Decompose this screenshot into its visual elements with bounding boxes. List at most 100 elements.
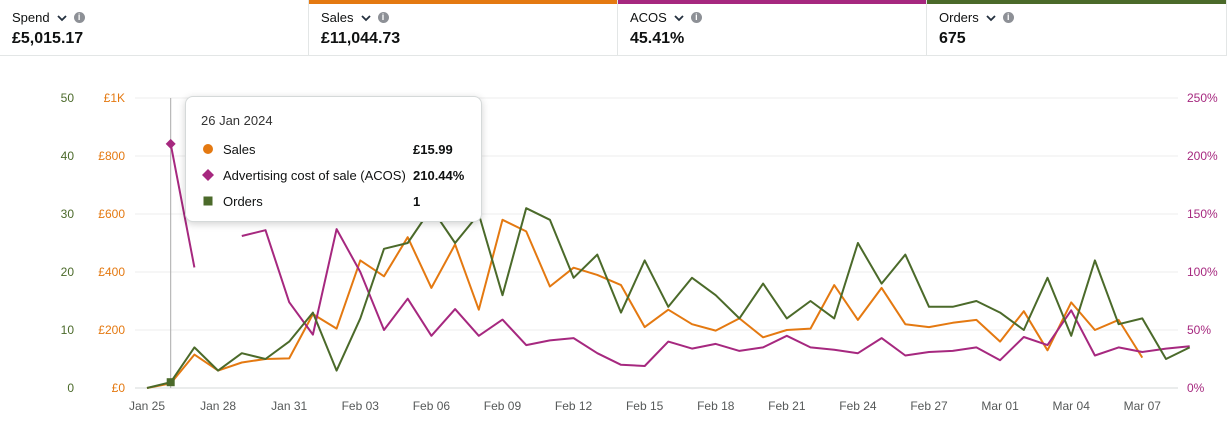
data-point-sales[interactable]: [808, 326, 814, 332]
data-point-orders[interactable]: [618, 310, 624, 316]
data-point-orders[interactable]: [973, 298, 979, 304]
data-point-orders[interactable]: [808, 298, 814, 304]
data-point-orders[interactable]: [665, 304, 671, 310]
data-point-sales[interactable]: [760, 334, 766, 340]
data-point-orders[interactable]: [547, 217, 553, 223]
data-point-sales[interactable]: [571, 265, 577, 271]
chevron-down-icon[interactable]: [984, 11, 998, 25]
data-point-acos[interactable]: [428, 333, 434, 339]
data-point-sales[interactable]: [902, 321, 908, 327]
data-point-acos[interactable]: [665, 339, 671, 345]
data-point-orders[interactable]: [310, 310, 316, 316]
data-point-acos[interactable]: [784, 333, 790, 339]
chevron-down-icon[interactable]: [359, 11, 373, 25]
data-point-acos[interactable]: [262, 227, 268, 233]
data-point-orders[interactable]: [334, 368, 340, 374]
data-point-sales[interactable]: [191, 352, 197, 358]
data-point-sales[interactable]: [357, 257, 363, 263]
data-point-orders[interactable]: [926, 304, 932, 310]
data-point-acos[interactable]: [926, 349, 932, 355]
data-point-orders[interactable]: [1068, 333, 1074, 339]
data-point-acos[interactable]: [381, 327, 387, 333]
data-point-orders[interactable]: [144, 385, 150, 391]
data-point-acos[interactable]: [357, 269, 363, 275]
data-point-orders[interactable]: [499, 292, 505, 298]
data-point-sales[interactable]: [1068, 299, 1074, 305]
data-point-acos[interactable]: [1092, 353, 1098, 359]
data-point-sales[interactable]: [286, 355, 292, 361]
data-point-orders[interactable]: [736, 315, 742, 321]
data-point-sales[interactable]: [381, 273, 387, 279]
data-point-acos[interactable]: [736, 348, 742, 354]
data-point-acos[interactable]: [902, 353, 908, 359]
data-point-acos[interactable]: [594, 350, 600, 356]
data-point-orders[interactable]: [879, 281, 885, 287]
data-point-acos[interactable]: [476, 333, 482, 339]
data-point-sales[interactable]: [618, 282, 624, 288]
data-point-acos[interactable]: [1163, 346, 1169, 352]
data-point-orders[interactable]: [381, 246, 387, 252]
data-point-acos[interactable]: [334, 226, 340, 232]
data-point-sales[interactable]: [713, 328, 719, 334]
data-point-orders[interactable]: [1116, 321, 1122, 327]
data-point-orders[interactable]: [1045, 275, 1051, 281]
data-point-acos[interactable]: [997, 357, 1003, 363]
data-point-sales[interactable]: [594, 272, 600, 278]
data-point-acos[interactable]: [642, 363, 648, 369]
data-point-orders[interactable]: [760, 281, 766, 287]
data-point-acos[interactable]: [950, 348, 956, 354]
chevron-down-icon[interactable]: [55, 11, 69, 25]
data-point-sales[interactable]: [499, 217, 505, 223]
data-point-acos[interactable]: [1139, 349, 1145, 355]
data-point-orders[interactable]: [950, 304, 956, 310]
data-point-acos[interactable]: [1068, 307, 1074, 313]
metric-tile-acos[interactable]: ACOS i 45.41%: [618, 0, 927, 56]
data-point-orders[interactable]: [594, 252, 600, 258]
metric-tile-sales[interactable]: Sales i £11,044.73: [309, 0, 618, 56]
data-point-sales[interactable]: [997, 339, 1003, 345]
data-point-orders[interactable]: [571, 275, 577, 281]
data-point-sales[interactable]: [1021, 308, 1027, 314]
info-icon[interactable]: i: [1002, 12, 1014, 23]
info-icon[interactable]: i: [377, 12, 389, 23]
data-point-acos[interactable]: [452, 306, 458, 312]
data-point-sales[interactable]: [926, 324, 932, 330]
data-point-orders[interactable]: [215, 368, 221, 374]
data-point-orders[interactable]: [405, 240, 411, 246]
data-point-sales[interactable]: [642, 324, 648, 330]
data-point-sales[interactable]: [476, 307, 482, 313]
data-point-acos[interactable]: [547, 337, 553, 343]
data-point-acos[interactable]: [855, 350, 861, 356]
data-point-acos[interactable]: [191, 264, 197, 270]
data-point-orders[interactable]: [191, 344, 197, 350]
data-point-acos[interactable]: [689, 346, 695, 352]
data-point-sales[interactable]: [1045, 347, 1051, 353]
data-point-sales[interactable]: [950, 320, 956, 326]
chevron-down-icon[interactable]: [672, 11, 686, 25]
data-point-acos[interactable]: [618, 362, 624, 368]
data-point-sales[interactable]: [1139, 355, 1145, 361]
data-point-orders[interactable]: [357, 315, 363, 321]
data-point-sales[interactable]: [831, 282, 837, 288]
data-point-acos[interactable]: [713, 341, 719, 347]
data-point-acos[interactable]: [1045, 342, 1051, 348]
data-point-acos[interactable]: [831, 347, 837, 353]
metric-tile-orders[interactable]: Orders i 675: [927, 0, 1227, 56]
data-point-orders[interactable]: [262, 356, 268, 362]
data-point-acos[interactable]: [286, 299, 292, 305]
data-point-sales[interactable]: [428, 285, 434, 291]
data-point-orders[interactable]: [902, 252, 908, 258]
info-icon[interactable]: i: [73, 12, 85, 23]
data-point-sales[interactable]: [855, 317, 861, 323]
data-point-acos[interactable]: [973, 344, 979, 350]
data-point-sales[interactable]: [547, 284, 553, 290]
data-point-orders[interactable]: [831, 315, 837, 321]
data-point-orders[interactable]: [1139, 315, 1145, 321]
data-point-orders[interactable]: [997, 310, 1003, 316]
data-point-orders[interactable]: [523, 205, 529, 211]
data-point-acos[interactable]: [499, 317, 505, 323]
data-point-orders[interactable]: [1187, 344, 1193, 350]
data-point-acos[interactable]: [1116, 344, 1122, 350]
data-point-acos[interactable]: [760, 344, 766, 350]
data-point-orders[interactable]: [239, 350, 245, 356]
